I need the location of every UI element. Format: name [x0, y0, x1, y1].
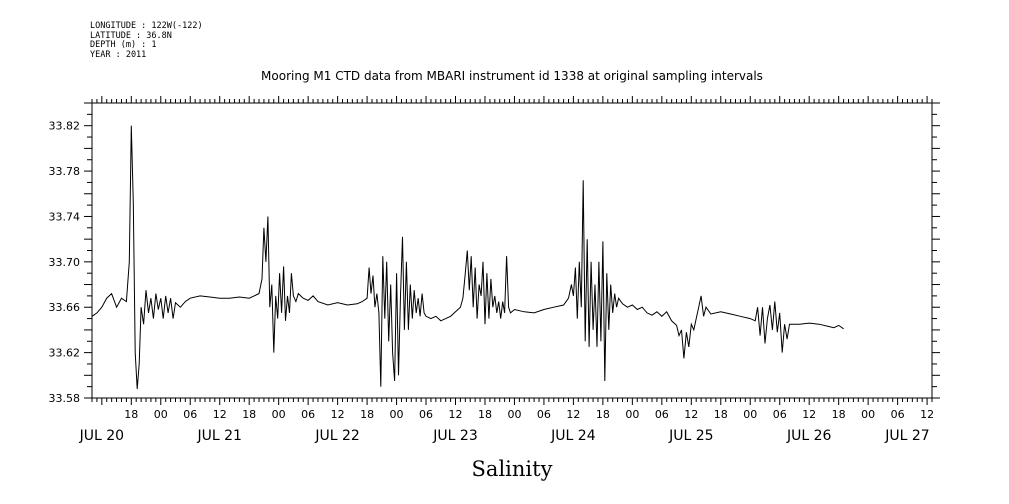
x-tick-label: 06: [419, 408, 433, 421]
x-tick-label: 12: [920, 408, 934, 421]
x-tick-label: 12: [213, 408, 227, 421]
y-tick-label: 33.82: [49, 120, 81, 133]
x-tick-label: 18: [832, 408, 846, 421]
x-tick-label: 00: [861, 408, 875, 421]
x-day-label: JUL 26: [786, 428, 832, 444]
salinity-series-line: [91, 125, 844, 389]
x-tick-label: 18: [360, 408, 374, 421]
x-day-label: JUL 20: [79, 428, 124, 444]
x-day-label: JUL 25: [668, 428, 713, 444]
x-day-label: JUL 22: [314, 428, 359, 444]
x-tick-label: 06: [655, 408, 669, 421]
x-tick-label: 06: [537, 408, 551, 421]
axis-ticks: [84, 96, 940, 405]
x-tick-label: 18: [242, 408, 256, 421]
y-tick-label: 33.78: [49, 165, 81, 178]
x-tick-label: 06: [301, 408, 315, 421]
metadata-block: LONGITUDE : 122W(-122) LATITUDE : 36.8N DE…: [90, 21, 203, 60]
x-day-label: JUL 21: [196, 428, 241, 444]
y-tick-label: 33.58: [49, 392, 81, 405]
longitude-text: LONGITUDE : 122W(-122): [90, 21, 203, 31]
x-tick-label: 00: [390, 408, 404, 421]
y-tick-label: 33.70: [49, 256, 81, 269]
y-tick-label: 33.74: [49, 210, 81, 223]
plot-frame: [91, 102, 933, 399]
x-tick-label: 12: [449, 408, 463, 421]
x-tick-label: 12: [684, 408, 698, 421]
x-tick-label: 12: [802, 408, 816, 421]
x-tick-label: 18: [478, 408, 492, 421]
x-tick-label: 18: [714, 408, 728, 421]
x-axis-label: Salinity: [472, 457, 553, 481]
x-tick-label: 18: [124, 408, 138, 421]
x-day-label: JUL 24: [550, 428, 596, 444]
x-tick-label: 00: [272, 408, 286, 421]
x-tick-label: 00: [743, 408, 757, 421]
x-day-label: JUL 23: [432, 428, 477, 444]
x-tick-label: 12: [566, 408, 580, 421]
x-tick-label: 00: [625, 408, 639, 421]
y-tick-label: 33.66: [49, 301, 81, 314]
x-axis-labels: 18 00 06 12 18 00 06 12 18 00 06 12 18 00 06 12 18 00 06 12…: [124, 408, 934, 421]
x-tick-label: 00: [154, 408, 168, 421]
x-day-label: JUL 27: [884, 428, 929, 444]
y-axis-labels: 33.58 33.62 33.66 33.70 33.74 33.78 33.82: [49, 120, 81, 405]
y-tick-label: 33.62: [49, 347, 81, 360]
x-tick-label: 12: [331, 408, 345, 421]
x-tick-label: 00: [507, 408, 521, 421]
chart-title: Mooring M1 CTD data from MBARI instrumen…: [261, 69, 763, 83]
x-tick-label: 06: [183, 408, 197, 421]
x-axis-day-labels: JUL 20 JUL 21 JUL 22 JUL 23 JUL 24 JUL 25 JUL …: [79, 428, 930, 444]
depth-text: DEPTH (m) : 1: [90, 40, 157, 50]
x-tick-label: 06: [773, 408, 787, 421]
latitude-text: LATITUDE : 36.8N: [90, 30, 172, 41]
x-tick-label: 06: [891, 408, 905, 421]
x-tick-label: 18: [596, 408, 610, 421]
year-text: YEAR : 2011: [90, 49, 147, 60]
